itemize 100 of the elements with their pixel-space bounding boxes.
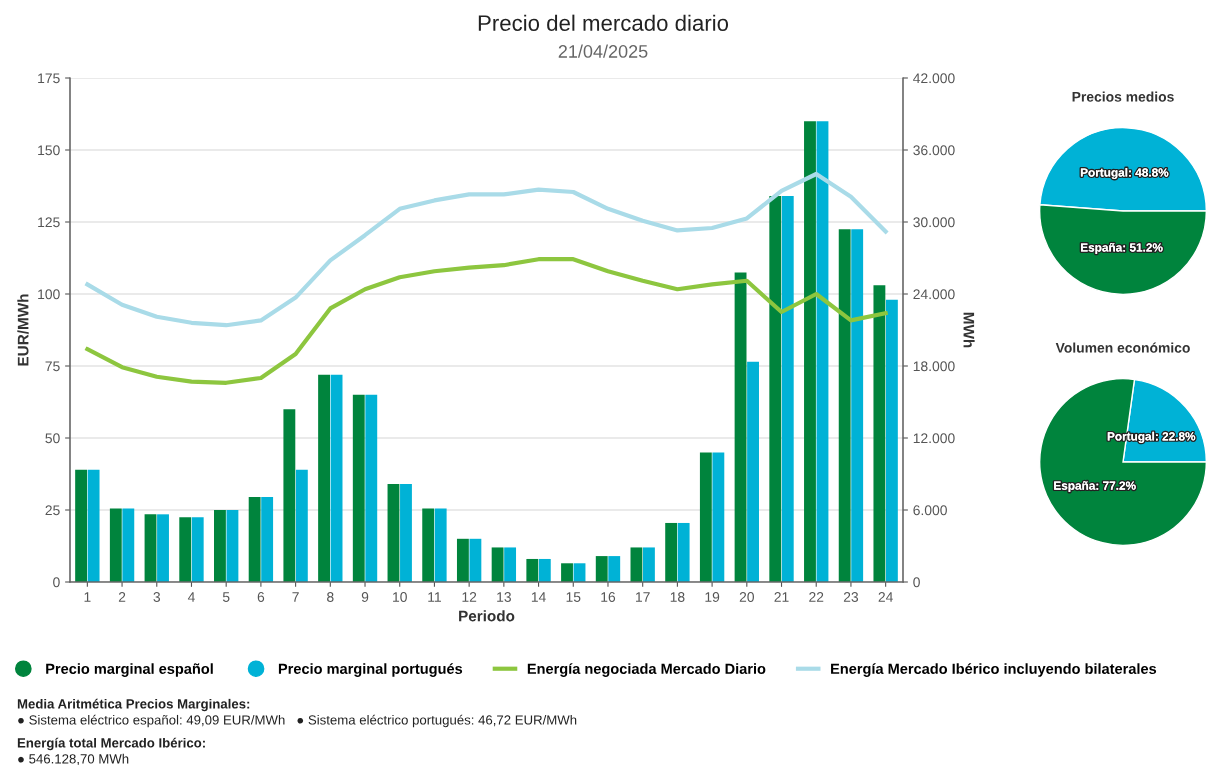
x-tick-label: 2: [118, 592, 126, 602]
x-tick-label: 18: [670, 592, 685, 602]
x-axis-title: Periodo: [459, 610, 515, 622]
x-tick-label: 21: [774, 592, 789, 602]
y-tick-label: 75: [45, 361, 60, 372]
x-tick-label: 11: [428, 592, 441, 602]
bar: [352, 394, 365, 582]
x-tick-label: 20: [739, 592, 754, 602]
bar: [665, 522, 678, 582]
y-tick-label: 25: [45, 505, 60, 516]
y2-axis-title: MWh: [963, 312, 975, 348]
bar: [226, 510, 239, 582]
legend-label: Precio marginal español: [46, 663, 213, 677]
y-tick-label: 50: [45, 433, 60, 444]
bar: [885, 299, 898, 582]
y2-tick-label: 42.000: [913, 73, 955, 84]
bar: [469, 538, 482, 582]
bar: [804, 121, 816, 582]
bar: [191, 517, 204, 582]
bar: [561, 563, 573, 582]
x-tick-label: 24: [878, 592, 893, 602]
bar: [747, 361, 759, 582]
y2-tick-label: 36.000: [913, 145, 955, 156]
x-tick-label: 14: [531, 592, 546, 602]
x-tick-label: 5: [222, 592, 230, 602]
bar: [643, 547, 655, 582]
y2-tick-label: 0: [913, 577, 920, 588]
x-tick-label: 16: [601, 592, 616, 602]
slice-label: Portugal: 48.8%: [1080, 168, 1169, 180]
bar: [434, 508, 447, 582]
y-tick-label: 150: [38, 145, 60, 156]
bar: [851, 229, 864, 582]
legend-label: Energía negociada Mercado Diario: [527, 663, 766, 677]
legend-label: Energía Mercado Ibérico incluyendo bilaterales: [831, 663, 1157, 677]
y2-tick-label: 12.000: [913, 433, 955, 444]
slice-label: España: 77.2%: [1054, 481, 1136, 493]
bar: [608, 556, 621, 582]
bar: [109, 508, 122, 582]
bar: [214, 510, 226, 582]
bar: [630, 547, 643, 582]
x-tick-label: 4: [187, 592, 195, 602]
y-tick-label: 100: [38, 289, 60, 300]
x-tick-label: 12: [462, 592, 477, 602]
bar: [295, 469, 308, 582]
x-tick-label: 22: [809, 592, 824, 602]
bar: [400, 484, 412, 582]
x-tick-label: 15: [566, 592, 581, 602]
x-tick-label: 8: [327, 592, 334, 602]
x-tick-label: 10: [393, 592, 407, 602]
chart-title: Volumen económico: [1055, 342, 1190, 353]
bar: [734, 272, 747, 582]
x-tick-label: 17: [636, 592, 650, 602]
y-tick-label: 175: [38, 73, 60, 84]
bar: [699, 452, 712, 582]
slice-label: España: 51.2%: [1081, 243, 1163, 254]
x-tick-label: 9: [361, 592, 369, 602]
text: Energía total Mercado Ibérico:: [17, 737, 205, 751]
bar: [248, 497, 261, 582]
y2-tick-label: 24.000: [913, 289, 955, 300]
bar: [283, 409, 296, 582]
text: Media Aritmética Precios Marginales:: [17, 698, 250, 712]
bar: [769, 196, 782, 582]
x-tick-label: 7: [292, 592, 299, 602]
bar: [538, 558, 551, 582]
y2-tick-label: 18.000: [913, 361, 955, 372]
chart-title: Precio del mercado diario: [478, 14, 729, 31]
x-tick-label: 19: [705, 592, 720, 602]
bar: [595, 556, 608, 582]
legend-label: Precio marginal portugués: [278, 663, 463, 677]
bar: [261, 497, 274, 582]
x-tick-label: 6: [257, 592, 265, 602]
bar: [712, 452, 725, 582]
bar: [816, 121, 829, 582]
bar: [781, 196, 794, 582]
bar: [677, 522, 690, 582]
bar: [422, 508, 435, 582]
x-tick-label: 1: [84, 592, 91, 602]
line-series: [85, 257, 888, 385]
bar: [387, 484, 400, 582]
x-tick-label: 23: [843, 592, 859, 602]
text: ● 546.128,70 MWh: [18, 753, 129, 766]
bar: [157, 514, 169, 582]
x-tick-label: 13: [497, 592, 511, 602]
bar: [504, 547, 517, 582]
text: ● Sistema eléctrico español: 49,09 EUR/MWh ● Sistema eléctrico portugués: 46,72 EUR/MWh: [18, 714, 577, 728]
bar: [318, 374, 330, 582]
y2-tick-label: 30.000: [913, 217, 955, 228]
bar: [526, 558, 539, 582]
chart-subtitle: 21/04/2025: [558, 44, 648, 58]
y-tick-label: 125: [38, 217, 60, 228]
bar: [873, 285, 886, 582]
bar: [365, 394, 378, 582]
line-series: [85, 171, 888, 328]
bar: [456, 538, 469, 582]
x-tick-label: 3: [153, 592, 161, 602]
y2-tick-label: 6.000: [913, 505, 947, 516]
y-tick-label: 0: [53, 577, 60, 588]
y-axis-title: EUR/MWh: [17, 294, 29, 366]
bar: [330, 374, 343, 582]
bar: [122, 508, 135, 582]
